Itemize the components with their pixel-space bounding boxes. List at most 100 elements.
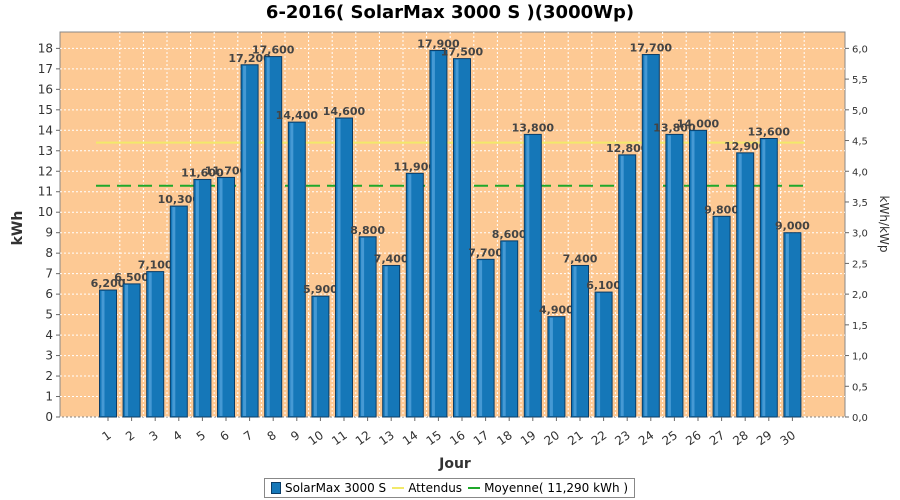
x-tick-label: 24 bbox=[636, 428, 657, 448]
bar-highlight bbox=[762, 139, 766, 416]
legend-item-production: SolarMax 3000 S bbox=[271, 481, 386, 495]
y-tick-label: 14 bbox=[38, 123, 53, 137]
legend: SolarMax 3000 S Attendus Moyenne( 11,290… bbox=[264, 478, 636, 498]
x-tick-label: 1 bbox=[99, 428, 113, 444]
bar-data-label: 14,400 bbox=[276, 109, 319, 122]
bar-highlight bbox=[266, 57, 270, 417]
y-tick-label: 16 bbox=[38, 82, 53, 96]
bar-highlight bbox=[549, 317, 553, 416]
x-tick-label: 16 bbox=[447, 428, 468, 448]
x-tick-label: 19 bbox=[518, 428, 539, 448]
bar-highlight bbox=[148, 272, 152, 416]
bar-data-label: 11,900 bbox=[394, 160, 437, 173]
legend-swatch-bar bbox=[271, 482, 281, 494]
bar-highlight bbox=[408, 174, 412, 416]
bar-data-label: 6,500 bbox=[114, 271, 149, 284]
x-tick-label: 9 bbox=[288, 428, 302, 444]
x-tick-label: 18 bbox=[494, 428, 515, 448]
x-tick-label: 29 bbox=[754, 428, 775, 448]
bar-data-label: 12,800 bbox=[606, 142, 649, 155]
y-tick-label: 6 bbox=[45, 287, 53, 301]
bar-highlight bbox=[337, 119, 341, 417]
y2-tick-label: 3,0 bbox=[852, 229, 868, 240]
bar-highlight bbox=[101, 291, 105, 416]
bar-highlight bbox=[526, 135, 530, 416]
bar-data-label: 17,900 bbox=[417, 37, 460, 50]
y2-tick-label: 2,0 bbox=[852, 290, 868, 301]
bar-highlight bbox=[243, 65, 247, 416]
x-tick-label: 15 bbox=[424, 428, 445, 448]
bar-highlight bbox=[597, 293, 601, 416]
bar-data-label: 17,700 bbox=[630, 42, 673, 55]
y2-tick-label: 0,0 bbox=[852, 413, 868, 424]
x-tick-label: 12 bbox=[353, 428, 374, 448]
bar-highlight bbox=[667, 135, 671, 416]
y-tick-label: 13 bbox=[38, 144, 53, 158]
bar-data-label: 9,800 bbox=[704, 203, 739, 216]
y-tick-label: 12 bbox=[38, 164, 53, 178]
bar-data-label: 9,000 bbox=[775, 220, 810, 233]
y-tick-label: 7 bbox=[45, 267, 53, 281]
bar-highlight bbox=[620, 155, 624, 416]
y-tick-label: 0 bbox=[45, 410, 53, 424]
x-tick-label: 25 bbox=[660, 428, 681, 448]
bar-data-label: 8,600 bbox=[492, 228, 527, 241]
y2-tick-label: 5,5 bbox=[852, 75, 868, 86]
bar-data-label: 11,700 bbox=[205, 164, 248, 177]
bar-highlight bbox=[644, 55, 648, 416]
x-tick-label: 21 bbox=[565, 428, 586, 448]
bar-highlight bbox=[172, 207, 176, 416]
x-tick-label: 11 bbox=[329, 428, 350, 448]
bar-data-label: 17,200 bbox=[228, 52, 271, 65]
bar-highlight bbox=[573, 266, 577, 416]
y2-tick-label: 6,0 bbox=[852, 44, 868, 55]
bar-data-label: 7,400 bbox=[563, 252, 598, 265]
y-tick-label: 8 bbox=[45, 246, 53, 260]
y2-axis-title: kWh/kWp bbox=[877, 196, 891, 253]
bar-data-label: 13,800 bbox=[653, 121, 696, 134]
y2-tick-label: 4,5 bbox=[852, 137, 868, 148]
y-tick-label: 3 bbox=[45, 349, 53, 363]
bar-highlight bbox=[455, 59, 459, 416]
bar-highlight bbox=[361, 237, 365, 416]
bar-highlight bbox=[195, 180, 199, 416]
x-tick-label: 22 bbox=[589, 428, 610, 448]
y-tick-label: 1 bbox=[45, 390, 53, 404]
y-tick-label: 2 bbox=[45, 369, 53, 383]
bar-data-label: 14,600 bbox=[323, 105, 366, 118]
bar-data-label: 6,200 bbox=[91, 277, 126, 290]
bar-highlight bbox=[502, 241, 506, 416]
x-tick-label: 30 bbox=[778, 428, 799, 448]
bar-data-label: 4,900 bbox=[539, 304, 574, 317]
bar-highlight bbox=[290, 123, 294, 416]
y-tick-label: 5 bbox=[45, 308, 53, 322]
bar-data-label: 10,300 bbox=[158, 193, 201, 206]
y-axis-title: kWh bbox=[10, 211, 26, 246]
x-tick-label: 8 bbox=[265, 428, 279, 444]
bar-highlight bbox=[384, 266, 388, 416]
y2-tick-label: 0,5 bbox=[852, 382, 868, 393]
x-tick-label: 17 bbox=[471, 428, 492, 448]
x-tick-label: 26 bbox=[683, 428, 704, 448]
y2-tick-label: 2,5 bbox=[852, 259, 868, 270]
x-tick-label: 6 bbox=[217, 428, 231, 444]
bar-data-label: 8,800 bbox=[350, 224, 385, 237]
bar-data-label: 6,100 bbox=[586, 279, 621, 292]
bar-data-label: 11,600 bbox=[181, 166, 224, 179]
legend-label-production: SolarMax 3000 S bbox=[285, 481, 387, 495]
y-tick-label: 15 bbox=[38, 103, 53, 117]
x-axis-title: Jour bbox=[438, 456, 471, 472]
bar-data-label: 13,600 bbox=[748, 125, 791, 138]
legend-label-moyenne: Moyenne( 11,290 kWh ) bbox=[484, 481, 629, 495]
x-tick-label: 28 bbox=[730, 428, 751, 448]
bar-highlight bbox=[125, 284, 129, 416]
bar-highlight bbox=[479, 260, 483, 416]
x-tick-label: 3 bbox=[147, 428, 161, 444]
legend-item-attendus: Attendus bbox=[392, 481, 462, 495]
y-tick-label: 4 bbox=[45, 328, 53, 342]
y2-tick-label: 5,0 bbox=[852, 106, 868, 117]
bar-data-label: 14,000 bbox=[677, 117, 720, 130]
bar-highlight bbox=[738, 153, 742, 416]
bar-highlight bbox=[785, 233, 789, 416]
bar-highlight bbox=[313, 297, 317, 416]
